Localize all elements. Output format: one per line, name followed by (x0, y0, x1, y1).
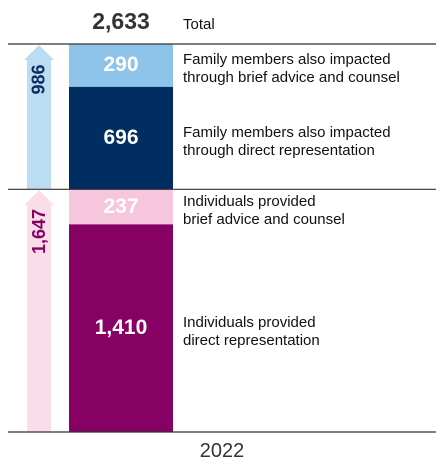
legend-entry: Individuals provided direct representati… (183, 314, 320, 350)
bar-segment (69, 44, 173, 87)
total-label: Total (183, 16, 215, 33)
bar-segment (69, 189, 173, 225)
group-arrow (24, 45, 54, 190)
bar-segment (69, 86, 173, 190)
total-value: 2,633 (92, 8, 150, 34)
data-label: 1,410 (94, 316, 148, 340)
data-label: 237 (103, 194, 139, 218)
bar-segment (69, 224, 173, 432)
data-label: 696 (103, 126, 139, 150)
legend-entry: Family members also impacted through bri… (183, 51, 400, 87)
legend-entry: Family members also impacted through dir… (183, 124, 391, 160)
group-arrow (24, 190, 54, 432)
x-tick-label: 2022 (199, 440, 245, 462)
group-label: 986 (28, 63, 49, 95)
group-label: 1,647 (28, 209, 49, 255)
data-label: 290 (103, 53, 139, 77)
legend-entry: Individuals provided brief advice and co… (183, 192, 345, 228)
